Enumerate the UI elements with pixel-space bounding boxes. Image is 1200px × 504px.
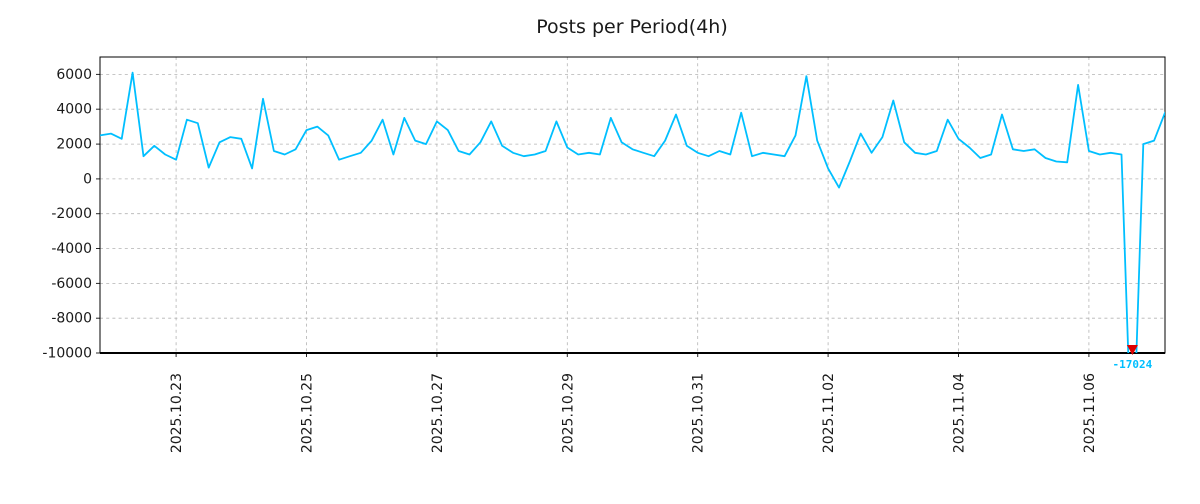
x-tick-label: 2025.10.23 (169, 373, 185, 453)
y-tick-label: 0 (83, 171, 92, 187)
x-tick-label: 2025.11.04 (952, 373, 968, 453)
x-tick-label: 2025.10.25 (300, 373, 316, 453)
x-tick-label: 2025.10.27 (430, 373, 446, 453)
x-tick-label: 2025.10.31 (691, 373, 707, 453)
y-tick-label: -8000 (51, 311, 92, 327)
plot-area: 6000 4000 2000 0 -2000 -4000 -6000 -8000 -10000 2… (42, 56, 1166, 453)
x-tick-label: 2025.10.29 (560, 373, 576, 453)
y-tick-label: -4000 (51, 241, 92, 257)
y-tick-label: 4000 (56, 102, 92, 118)
x-tick-label: 2025.11.02 (821, 373, 837, 453)
y-tick-label: 2000 (56, 137, 92, 153)
series-line (100, 71, 1165, 353)
plot-border (99, 56, 1166, 354)
y-tick-label: -6000 (51, 276, 92, 292)
y-tick-label: -2000 (51, 206, 92, 222)
min-value-label: -17024 (1113, 358, 1153, 371)
chart-title: Posts per Period(4h) (536, 16, 728, 38)
y-tick-label: -10000 (42, 346, 92, 362)
min-marker-icon (1126, 345, 1138, 355)
y-tick-label: 6000 (56, 67, 92, 83)
x-tick-label: 2025.11.06 (1082, 373, 1098, 453)
